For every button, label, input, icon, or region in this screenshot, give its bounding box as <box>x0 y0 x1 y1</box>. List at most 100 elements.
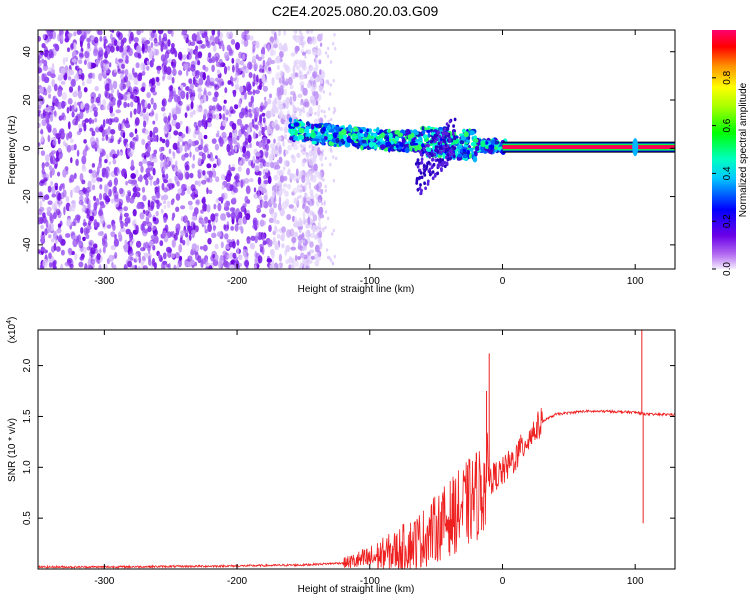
noise-speckle <box>232 181 238 188</box>
spectrogram-y-label: Frequency (Hz) <box>7 116 18 185</box>
signal-blob <box>420 160 424 165</box>
spectrogram-y-ticks: -40 -20 0 20 40 <box>22 46 675 252</box>
noise-speckle <box>323 202 326 206</box>
noise-speckle <box>242 249 248 257</box>
noise-speckle <box>69 174 75 183</box>
signal-blob <box>453 146 456 151</box>
signal-blob <box>470 141 476 147</box>
noise-speckle <box>309 200 312 204</box>
noise-speckle <box>302 106 305 110</box>
noise-speckle <box>266 258 272 263</box>
noise-speckle <box>51 186 56 194</box>
noise-speckle <box>278 253 282 262</box>
signal-blob <box>320 134 325 139</box>
noise-speckle <box>170 231 174 237</box>
signal-blob <box>442 149 445 153</box>
noise-speckle <box>38 109 41 117</box>
signal-blob <box>438 162 442 167</box>
noise-speckle <box>98 264 102 269</box>
noise-speckle <box>263 180 269 185</box>
noise-speckle <box>237 166 242 172</box>
noise-speckle <box>91 163 96 168</box>
noise-speckle <box>175 122 181 130</box>
signal-blob <box>449 156 452 161</box>
noise-speckle <box>146 92 151 99</box>
noise-speckle <box>201 179 207 185</box>
noise-speckle <box>234 223 239 232</box>
noise-speckle <box>262 85 268 92</box>
noise-speckle <box>326 46 330 51</box>
noise-speckle <box>281 226 286 233</box>
noise-speckle <box>216 231 222 237</box>
noise-speckle <box>278 90 284 96</box>
noise-speckle <box>240 123 244 129</box>
noise-speckle <box>73 172 77 179</box>
signal-blob <box>445 161 449 165</box>
noise-speckle <box>172 151 176 157</box>
noise-speckle <box>144 100 148 108</box>
noise-speckle <box>261 213 267 218</box>
y-tick-label: 20 <box>22 94 33 106</box>
noise-speckle <box>306 30 310 34</box>
noise-speckle <box>58 147 62 153</box>
noise-speckle <box>211 110 215 114</box>
noise-speckle <box>313 253 318 261</box>
noise-speckle <box>62 189 67 198</box>
noise-speckle <box>281 45 286 51</box>
noise-speckle <box>130 173 136 180</box>
noise-speckle <box>306 82 311 89</box>
noise-speckle <box>115 166 120 174</box>
noise-speckle <box>53 110 57 117</box>
noise-speckle <box>263 194 268 201</box>
noise-speckle <box>251 55 256 63</box>
noise-speckle <box>259 114 263 124</box>
noise-speckle <box>124 75 128 83</box>
noise-speckle <box>80 102 84 110</box>
noise-speckle <box>67 121 71 130</box>
noise-speckle <box>123 55 126 65</box>
noise-speckle <box>231 197 237 203</box>
noise-speckle <box>308 233 311 238</box>
signal-blob <box>401 137 406 144</box>
signal-blob <box>368 128 372 133</box>
signal-blob <box>421 129 426 135</box>
noise-speckle <box>194 127 200 135</box>
noise-speckle <box>312 48 318 56</box>
noise-speckle <box>193 193 199 198</box>
noise-speckle <box>234 83 240 91</box>
noise-speckle <box>247 90 253 95</box>
signal-blob <box>423 181 426 185</box>
noise-speckle <box>120 220 124 229</box>
noise-speckle <box>245 185 251 195</box>
noise-speckle <box>73 143 77 151</box>
signal-blob <box>632 138 639 157</box>
noise-speckle <box>60 132 66 137</box>
noise-speckle <box>197 120 202 128</box>
signal-blob <box>465 139 471 143</box>
noise-speckle <box>190 101 194 110</box>
noise-speckle <box>79 39 83 48</box>
noise-speckle <box>194 251 199 261</box>
noise-speckle <box>208 58 213 64</box>
signal-blob <box>314 138 320 142</box>
noise-speckle <box>318 199 321 204</box>
noise-speckle <box>259 246 263 253</box>
noise-speckle <box>103 38 108 45</box>
noise-speckle <box>239 225 243 231</box>
noise-speckle <box>141 43 145 52</box>
noise-speckle <box>206 122 212 128</box>
noise-speckle <box>189 111 194 118</box>
noise-speckle <box>117 69 122 74</box>
noise-speckle <box>78 127 83 133</box>
noise-speckle <box>188 143 192 148</box>
noise-speckle <box>220 125 225 131</box>
x-tick-label: -300 <box>94 576 114 587</box>
noise-speckle <box>235 72 238 80</box>
noise-speckle <box>271 121 276 128</box>
noise-speckle <box>333 254 336 259</box>
noise-speckle <box>61 100 66 109</box>
noise-speckle <box>202 196 206 205</box>
noise-speckle <box>197 157 202 165</box>
colorbar-ticks: 0.0 0.2 0.4 0.6 0.8 <box>712 70 733 276</box>
noise-speckle <box>82 246 87 254</box>
